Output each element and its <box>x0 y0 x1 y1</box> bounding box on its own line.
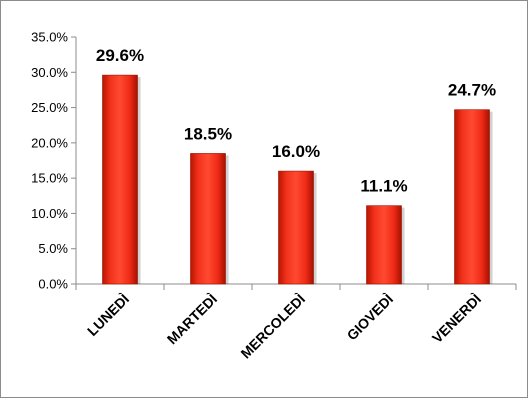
bar <box>366 205 402 285</box>
data-label: 29.6% <box>96 46 144 65</box>
x-tick-label: VENERDÌ <box>429 291 484 346</box>
data-label: 16.0% <box>272 142 320 161</box>
y-tick-label: 15.0% <box>31 171 68 186</box>
bar <box>102 74 138 285</box>
bar <box>454 109 490 285</box>
x-tick-label: GIOVEDÌ <box>344 291 397 344</box>
y-tick-label: 30.0% <box>31 65 68 80</box>
y-tick-label: 5.0% <box>38 241 68 256</box>
y-tick-label: 35.0% <box>31 30 68 45</box>
data-label: 11.1% <box>360 177 407 196</box>
x-tick-label: MARTEDÌ <box>164 291 220 347</box>
bar <box>278 170 314 285</box>
x-tick-label: MERCOLEDÌ <box>237 291 308 362</box>
data-label: 24.7% <box>448 81 496 100</box>
data-label: 18.5% <box>184 124 232 143</box>
y-tick-label: 20.0% <box>31 135 68 150</box>
y-tick-label: 0.0% <box>38 277 68 292</box>
y-tick-label: 10.0% <box>31 206 68 221</box>
y-tick-label: 25.0% <box>31 100 68 115</box>
bar <box>190 153 226 285</box>
x-tick-label: LUNEDÌ <box>84 291 132 339</box>
